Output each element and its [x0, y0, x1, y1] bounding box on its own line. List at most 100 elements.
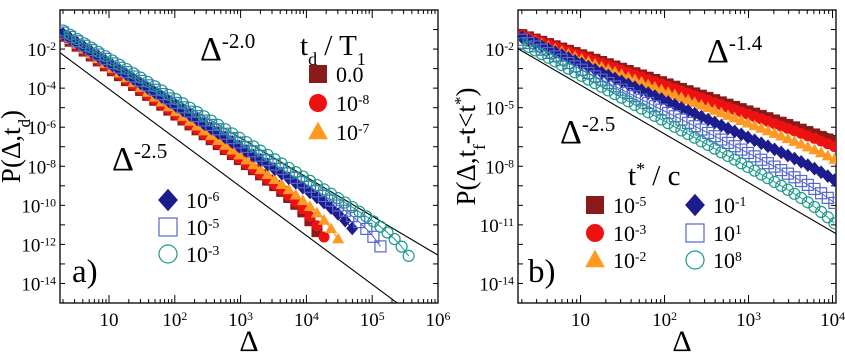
y-tick-label: 10-5 [485, 98, 514, 120]
data-point [648, 81, 661, 92]
legend-title: t* / c [628, 159, 680, 192]
data-point [155, 84, 168, 97]
data-point [233, 136, 246, 149]
data-series [518, 37, 836, 230]
data-point [169, 93, 182, 106]
legend-marker [158, 217, 178, 237]
data-point [542, 46, 555, 60]
data-point [728, 153, 741, 166]
data-point [60, 24, 70, 37]
data-point [622, 86, 635, 100]
data-point [761, 172, 775, 185]
data-point [190, 105, 204, 119]
legend-label: 101 [713, 221, 742, 246]
x-tick-label: 105 [360, 310, 385, 332]
data-point [120, 62, 133, 76]
legend-label: 10-6 [186, 188, 220, 213]
legend-marker [586, 224, 604, 242]
data-point [688, 131, 701, 144]
data-point [162, 88, 175, 101]
reference-line [60, 52, 399, 303]
data-point [282, 183, 295, 195]
data-point [815, 146, 828, 158]
data-point [346, 221, 359, 236]
panel-b: 10 102 103 104 10-2 10-5 10-8 10-11 10-14 Δ P(Δ,tf… [451, 9, 845, 357]
plot-area [518, 29, 836, 235]
data-point [828, 141, 836, 153]
data-point [702, 101, 715, 113]
legend-label: 10-2 [613, 248, 647, 273]
legend-label: 0.0 [336, 62, 364, 87]
data-point [518, 37, 528, 50]
data-point [721, 149, 735, 163]
data-point [582, 73, 595, 86]
data-point [99, 52, 112, 66]
data-point [775, 179, 788, 192]
data-point [695, 135, 708, 148]
data-point [602, 84, 615, 97]
data-point [317, 213, 331, 225]
legend-marker [309, 94, 327, 112]
data-point [183, 105, 197, 118]
x-tick-label: 103 [736, 310, 761, 332]
data-point [325, 201, 338, 215]
data-point [642, 106, 655, 119]
data-point [801, 196, 814, 209]
data-point [318, 231, 330, 243]
x-tick-label: 102 [162, 310, 187, 332]
data-point [715, 106, 728, 118]
data-point [828, 152, 836, 164]
data-point [675, 91, 688, 102]
data-point [240, 153, 253, 165]
data-point [701, 126, 715, 139]
data-point [155, 90, 168, 104]
data-point [768, 160, 781, 173]
data-point [721, 109, 735, 120]
data-point [801, 140, 814, 152]
series-line [521, 42, 835, 224]
data-point [190, 110, 204, 123]
y-tick-label: 10-14 [479, 274, 514, 296]
y-tick-label: 10-6 [27, 118, 56, 140]
y-tick-label: 10-12 [21, 235, 56, 257]
legend-label: 10-3 [613, 221, 647, 246]
data-point [781, 167, 794, 180]
data-point [219, 139, 232, 150]
reference-line [518, 48, 836, 235]
data-point [310, 206, 324, 218]
data-point [795, 174, 808, 188]
data-point [148, 80, 161, 93]
data-point [582, 66, 595, 80]
legend-marker [685, 193, 705, 217]
data-point [247, 140, 260, 153]
data-point [615, 83, 628, 96]
x-axis-label: Δ [239, 325, 258, 357]
data-point [233, 131, 246, 144]
data-point [310, 178, 324, 192]
data-point [332, 232, 345, 244]
data-point [303, 200, 316, 211]
data-point [522, 36, 535, 50]
data-point [775, 129, 788, 141]
reference-line-label: Δ-2.0 [200, 29, 255, 68]
data-point [275, 178, 288, 190]
data-point [735, 114, 748, 125]
data-point [735, 143, 748, 156]
data-point [332, 192, 345, 205]
y-tick-label: 10-2 [27, 40, 56, 62]
data-point [197, 110, 211, 123]
data-point [622, 95, 635, 108]
data-point [176, 103, 189, 118]
data-point [815, 187, 828, 200]
legend-label: 10-5 [186, 215, 220, 240]
x-axis-label: Δ [672, 325, 691, 357]
data-point [795, 137, 808, 149]
data-point [85, 41, 98, 54]
data-point [289, 188, 302, 200]
data-point [642, 78, 655, 90]
data-point [339, 196, 352, 209]
data-point [615, 91, 628, 104]
data-point [568, 66, 582, 79]
data-point [748, 119, 761, 131]
data-point [781, 183, 794, 196]
